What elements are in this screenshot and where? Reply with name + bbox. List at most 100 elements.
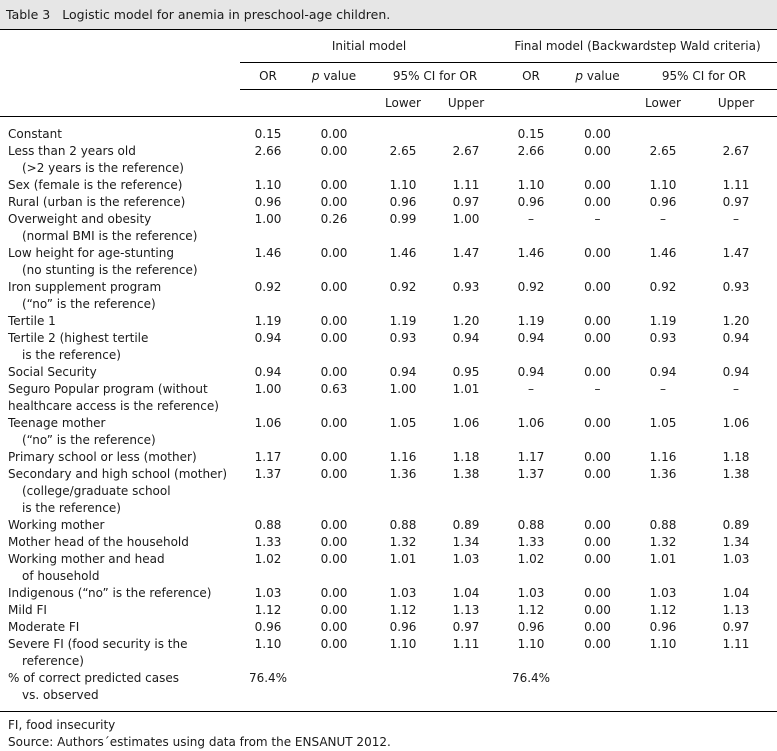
final-lower-cell: – (660, 212, 667, 226)
initial-lower-cell: 0.92 (389, 280, 417, 294)
initial-upper-cell: 1.13 (452, 603, 480, 617)
final-or-cell: 1.33 (517, 535, 545, 549)
final-p-cell: 0.00 (584, 467, 611, 481)
initial-p-cell: 0.00 (320, 518, 348, 532)
row-label: Tertile 2 (highest tertile is the referen… (0, 330, 240, 364)
initial-p-cell (296, 670, 372, 704)
initial-lower-cell: 0.96 (389, 195, 417, 209)
final-upper-cell: 0.94 (722, 365, 750, 379)
initial-p-cell: 0.26 (320, 212, 348, 226)
final-p-cell: 0.00 (584, 552, 611, 566)
initial-p-cell: 0.00 (320, 586, 348, 600)
results-table: Initial model Final model (Backwardstep … (0, 30, 777, 704)
row-label-subline: vs. observed (22, 688, 99, 702)
row-label-line: Seguro Popular program (without (8, 382, 208, 396)
initial-lower-cell (372, 670, 434, 704)
initial-lower-cell: 1.46 (389, 246, 417, 260)
header-row-models: Initial model Final model (Backwardstep … (0, 30, 777, 63)
initial-upper-cell: 1.01 (452, 382, 480, 396)
initial-upper-cell: 0.89 (452, 518, 480, 532)
row-label-line: Sex (female is the reference) (8, 178, 183, 192)
row-label-line: Teenage mother (8, 416, 106, 430)
table-row: Mother head of the household 1.33 0.00 1.32… (0, 534, 777, 551)
final-or-cell: 0.96 (517, 620, 545, 634)
table-row: Teenage mother (“no” is the reference) 1.0… (0, 415, 777, 449)
initial-lower-cell: 0.94 (389, 365, 417, 379)
final-upper-cell: 1.38 (722, 467, 750, 481)
row-label: Less than 2 years old (>2 years is the re… (0, 143, 240, 177)
row-label-line: Low height for age-stunting (8, 246, 174, 260)
initial-lower-cell: 1.32 (389, 535, 417, 549)
final-p-cell (564, 670, 631, 704)
source-note: Source: Authors´estimates using data fro… (8, 735, 391, 749)
initial-lower-cell: 1.36 (389, 467, 417, 481)
initial-upper-cell: 1.06 (452, 416, 480, 430)
final-or-cell: 76.4% (511, 671, 551, 685)
final-p-cell: 0.00 (584, 535, 611, 549)
initial-or-cell: 0.88 (254, 518, 282, 532)
final-lower-cell (631, 670, 695, 704)
final-or-cell: 1.17 (517, 450, 545, 464)
initial-upper-cell: 1.04 (452, 586, 480, 600)
initial-or-cell: 0.94 (254, 365, 282, 379)
initial-or-cell: 1.17 (254, 450, 282, 464)
initial-lower-cell: 0.96 (389, 620, 417, 634)
table-row: Mild FI 1.12 0.00 1.12 1.13 1.12 0.00 1.12 1.13 (0, 602, 777, 619)
row-label-subline: (no stunting is the reference) (22, 263, 198, 277)
final-p-cell: – (594, 212, 601, 226)
initial-lower-cell: 2.65 (389, 144, 417, 158)
final-or-cell: 0.92 (517, 280, 545, 294)
row-label: Moderate FI (0, 619, 240, 636)
final-or-cell: 1.10 (517, 637, 545, 651)
final-or-header: OR (498, 62, 565, 90)
initial-or-cell: 1.10 (254, 637, 282, 651)
initial-or-cell: 1.12 (254, 603, 282, 617)
final-upper-cell: 1.18 (722, 450, 750, 464)
row-label: Mild FI (0, 602, 240, 619)
final-upper-cell: 1.04 (722, 586, 750, 600)
final-or-cell: 0.96 (517, 195, 545, 209)
table-row: Rural (urban is the reference) 0.96 0.00 0.… (0, 194, 777, 211)
table-row: Social Security 0.94 0.00 0.94 0.95 0.94 0.00 0… (0, 364, 777, 381)
initial-or-cell: 0.15 (254, 127, 282, 141)
final-or-cell: 0.15 (517, 127, 545, 141)
final-lower-cell: 1.10 (649, 178, 677, 192)
final-lower-cell: 0.94 (649, 365, 677, 379)
final-lower-cell: 1.16 (649, 450, 677, 464)
final-upper-cell: 0.89 (722, 518, 750, 532)
initial-upper-cell: 1.34 (452, 535, 480, 549)
final-or-cell: – (528, 382, 535, 396)
initial-or-cell: 1.00 (254, 212, 282, 226)
row-label: Mother head of the household (0, 534, 240, 551)
final-lower-cell: 1.12 (649, 603, 677, 617)
final-upper-cell: 1.20 (722, 314, 750, 328)
table-row: Less than 2 years old (>2 years is the re… (0, 143, 777, 177)
final-or-cell: 1.46 (517, 246, 545, 260)
initial-upper-cell: 0.97 (452, 620, 480, 634)
initial-or-header: OR (240, 62, 296, 90)
final-p-cell: 0.00 (584, 586, 611, 600)
final-upper-cell: 1.11 (722, 637, 750, 651)
initial-or-cell: 1.19 (254, 314, 282, 328)
table-number: Table 3 (6, 7, 51, 22)
row-label: % of correct predicted cases vs. observed (0, 670, 240, 704)
final-p-cell: 0.00 (584, 280, 611, 294)
initial-p-cell: 0.00 (320, 365, 348, 379)
table-row: Working mother and head of household 1.02 0… (0, 551, 777, 585)
final-or-cell: 1.12 (517, 603, 545, 617)
initial-upper-cell: 1.00 (452, 212, 480, 226)
row-label: Teenage mother (“no” is the reference) (0, 415, 240, 449)
table-row: Severe FI (food security is the reference… (0, 636, 777, 670)
final-upper-cell: 1.11 (722, 178, 750, 192)
final-or-cell: 1.02 (517, 552, 545, 566)
row-label-line: Working mother (8, 518, 105, 532)
row-label: Working mother (0, 517, 240, 534)
row-label: Iron supplement program (“no” is the refe… (0, 279, 240, 313)
final-or-cell: 0.94 (517, 331, 545, 345)
final-or-cell: 1.06 (517, 416, 545, 430)
initial-p-header: p value (296, 62, 372, 90)
initial-or-cell: 1.02 (254, 552, 282, 566)
row-label-line: Iron supplement program (8, 280, 162, 294)
row-label: Indigenous (“no” is the reference) (0, 585, 240, 602)
table-row: Overweight and obesity (normal BMI is the… (0, 211, 777, 245)
